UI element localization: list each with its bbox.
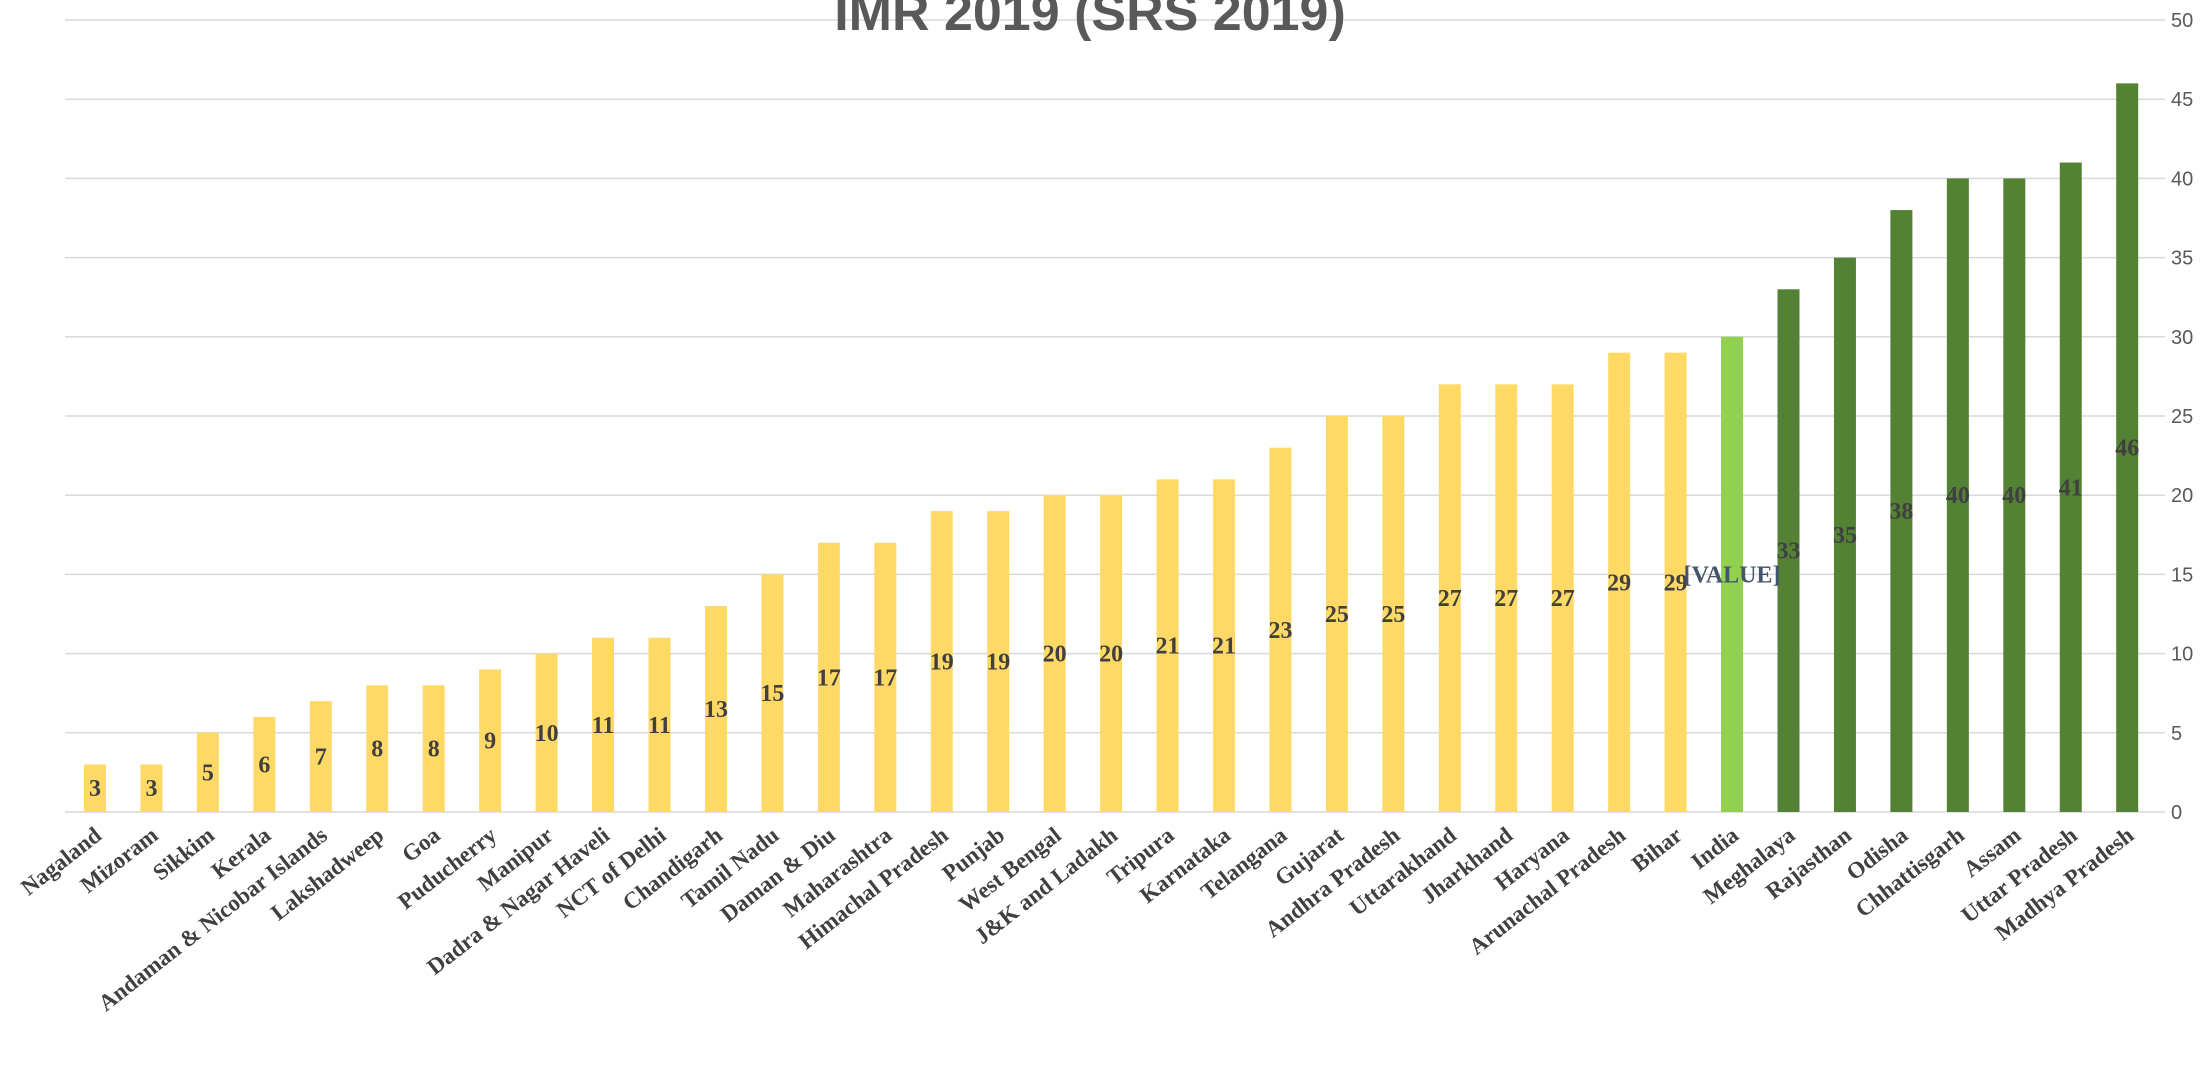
bar — [704, 606, 727, 812]
data-label: 19 — [986, 650, 1010, 676]
data-label: 3 — [145, 776, 157, 802]
bar — [1325, 416, 1348, 812]
bar — [1043, 495, 1066, 812]
data-label: [VALUE] — [1684, 562, 1781, 588]
bar — [1833, 257, 1856, 813]
y-tick-label: 50 — [2171, 10, 2193, 32]
bar — [2003, 178, 2026, 812]
x-tick-label: Bihar — [1627, 822, 1687, 876]
x-tick-label: Sikkim — [148, 822, 219, 885]
bar — [1495, 384, 1518, 812]
y-tick-label: 10 — [2171, 644, 2193, 666]
bar — [1438, 384, 1461, 812]
data-label: 10 — [535, 721, 559, 747]
data-label: 41 — [2059, 475, 2083, 501]
bar — [987, 511, 1010, 812]
bar — [817, 542, 840, 812]
bar — [1946, 178, 1969, 812]
bar — [366, 685, 389, 812]
data-label: 33 — [1777, 539, 1801, 565]
data-label: 46 — [2115, 436, 2139, 462]
data-label: 8 — [428, 737, 440, 763]
bar — [1721, 336, 1744, 812]
bar — [84, 764, 106, 812]
chart-title: IMR 2019 (SRS 2019) — [834, 0, 1346, 42]
data-label: 6 — [258, 752, 270, 778]
data-label: 15 — [760, 681, 784, 707]
data-label: 38 — [1889, 499, 1913, 525]
y-tick-label: 15 — [2171, 564, 2193, 586]
bar — [2059, 162, 2082, 812]
data-label: 7 — [315, 745, 327, 771]
data-label: 40 — [2002, 483, 2026, 509]
data-label: 40 — [1946, 483, 1970, 509]
bar — [1269, 447, 1292, 812]
bar — [140, 764, 163, 812]
data-label: 11 — [648, 713, 671, 739]
data-label: 20 — [1043, 642, 1067, 668]
bar — [1777, 289, 1800, 812]
y-tick-label: 45 — [2171, 89, 2193, 111]
data-label: 21 — [1212, 634, 1236, 660]
bar — [422, 685, 445, 812]
data-label: 20 — [1099, 642, 1123, 668]
bar — [2116, 83, 2139, 813]
bar — [1156, 479, 1179, 812]
y-tick-label: 25 — [2171, 406, 2193, 428]
data-label: 27 — [1551, 586, 1575, 612]
data-label: 25 — [1325, 602, 1349, 628]
data-label: 27 — [1494, 586, 1518, 612]
data-label: 27 — [1438, 586, 1462, 612]
bar — [1664, 352, 1687, 812]
bar — [309, 701, 332, 812]
bar — [1551, 384, 1574, 812]
bar — [648, 637, 671, 812]
bar — [253, 716, 276, 812]
y-tick-label: 0 — [2171, 802, 2182, 824]
bar — [479, 669, 502, 812]
data-label: 17 — [873, 665, 897, 691]
y-tick-label: 30 — [2171, 327, 2193, 349]
bar — [1890, 210, 1913, 812]
data-label: 29 — [1664, 570, 1688, 596]
bar — [761, 574, 784, 812]
bar — [535, 653, 558, 812]
y-tick-label: 40 — [2171, 168, 2193, 190]
data-label: 25 — [1381, 602, 1405, 628]
data-label: 13 — [704, 697, 728, 723]
y-axis-ticks: 0 5 10 15 20 25 30 35 40 45 50 — [2171, 10, 2193, 824]
data-label: 3 — [89, 776, 101, 802]
data-label: 17 — [817, 665, 841, 691]
data-label: 29 — [1607, 570, 1631, 596]
bar — [592, 637, 615, 812]
bar — [1382, 416, 1405, 812]
data-label: 8 — [371, 737, 383, 763]
y-tick-label: 5 — [2171, 723, 2182, 745]
bars — [84, 83, 2139, 813]
data-label: 11 — [592, 713, 615, 739]
y-tick-label: 20 — [2171, 485, 2193, 507]
data-label: 21 — [1156, 634, 1180, 660]
data-label: 5 — [202, 760, 214, 786]
bar — [1100, 495, 1123, 812]
bar — [1213, 479, 1235, 812]
bar — [874, 542, 897, 812]
data-label: 19 — [930, 650, 954, 676]
data-label: 9 — [484, 729, 496, 755]
data-label: 23 — [1268, 618, 1292, 644]
data-label: 35 — [1833, 523, 1857, 549]
y-tick-label: 35 — [2171, 248, 2193, 270]
bar — [196, 732, 219, 812]
bar — [930, 511, 953, 812]
bar — [1608, 352, 1631, 812]
